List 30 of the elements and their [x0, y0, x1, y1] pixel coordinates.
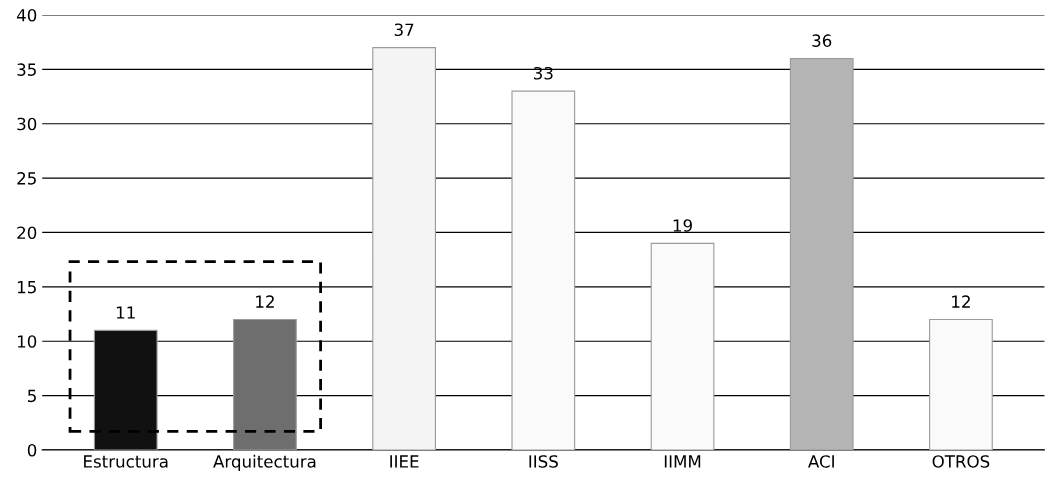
data-label: 36	[812, 34, 832, 47]
y-tick-label: 10	[17, 335, 37, 348]
x-tick-label: OTROS	[932, 455, 990, 468]
data-label: 12	[256, 295, 274, 308]
y-tick-label: 5	[28, 389, 36, 403]
data-label: 11	[116, 306, 135, 319]
bar	[372, 47, 436, 450]
y-tick-label: 20	[17, 226, 37, 240]
bar	[511, 90, 576, 450]
y-tick-label: 25	[17, 172, 36, 185]
x-tick-label: ACI	[808, 455, 834, 468]
y-tick-label: 0	[27, 443, 37, 457]
x-tick-label: Estructura	[84, 455, 168, 468]
y-tick-label: 35	[17, 63, 36, 76]
data-label: 37	[394, 23, 414, 37]
data-label: 19	[673, 219, 692, 232]
bar	[650, 242, 715, 450]
data-label: 12	[952, 295, 970, 308]
y-tick-label: 15	[17, 281, 36, 294]
data-label: 33	[533, 66, 553, 80]
y-tick-label: 30	[17, 117, 37, 131]
x-tick-label: IISS	[529, 455, 558, 468]
x-tick-label: Arquitectura	[213, 454, 316, 471]
bar	[929, 318, 993, 450]
bar	[233, 318, 297, 450]
bar	[93, 329, 158, 450]
y-tick-label: 40	[16, 8, 37, 22]
bar	[789, 57, 854, 450]
x-tick-label: IIEE	[390, 455, 419, 468]
x-tick-label: IIMM	[664, 455, 701, 468]
